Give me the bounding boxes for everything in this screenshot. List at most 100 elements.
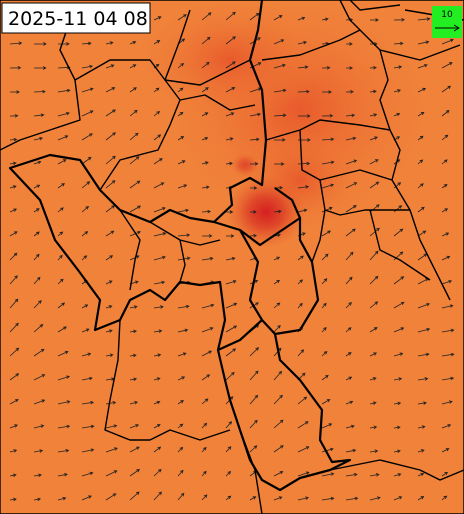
wind-arrow [249, 445, 258, 453]
wind-arrow [297, 302, 303, 309]
wind-arrow [417, 111, 425, 117]
wind-arrow [441, 134, 449, 141]
wind-arrow [81, 304, 89, 309]
wind-arrow [57, 473, 68, 477]
wind-arrow [345, 228, 356, 237]
wind-arrow [105, 64, 115, 69]
wind-arrow [153, 424, 161, 429]
wind-arrow [417, 135, 424, 141]
wind-arrow [81, 376, 93, 381]
wind-arrow [369, 473, 380, 477]
wind-arrow [153, 491, 162, 501]
wind-arrow [57, 326, 67, 333]
wind-arrow [250, 186, 258, 190]
wind-arrow [273, 471, 284, 477]
wind-arrow [297, 279, 303, 285]
wind-arrow [417, 230, 427, 237]
wind-arrow [129, 377, 138, 382]
wind-arrow [129, 41, 137, 45]
wind-arrow [417, 87, 427, 93]
wind-arrow [249, 419, 258, 429]
wind-arrow [249, 233, 258, 238]
wind-arrow [345, 327, 352, 333]
wind-arrow [81, 110, 94, 117]
wind-arrow [33, 184, 41, 189]
wind-arrow [393, 473, 402, 477]
wind-arrow [81, 206, 90, 213]
wind-arrow [57, 278, 64, 285]
wind-arrow [9, 347, 20, 357]
wind-arrow [441, 448, 450, 453]
wind-arrow [9, 66, 22, 70]
wind-arrow [441, 184, 448, 189]
boundary [164, 9, 451, 301]
wind-arrow [225, 112, 235, 117]
wind-arrow [201, 374, 211, 381]
wind-arrow [225, 137, 234, 141]
wind-arrow [369, 89, 377, 94]
wind-arrow [225, 446, 232, 453]
wind-arrow [153, 353, 162, 357]
wind-arrow [297, 16, 306, 21]
wind-arrow [249, 496, 257, 501]
wind-arrow [33, 300, 42, 309]
wind-arrow [129, 469, 140, 477]
wind-arrow [57, 424, 71, 429]
wind-arrow [417, 401, 427, 405]
wind-arrow [393, 401, 402, 406]
wind-arrow [369, 425, 378, 430]
wind-arrow [105, 305, 113, 309]
wind-arrow [153, 182, 165, 189]
wind-arrow [441, 255, 451, 261]
wind-arrow [345, 205, 357, 213]
wind-arrow [393, 205, 403, 213]
wind-arrow [225, 495, 232, 501]
wind-arrow [441, 62, 453, 69]
wind-arrow [153, 207, 166, 213]
wind-arrow [321, 447, 334, 453]
wind-arrow [153, 16, 162, 21]
wind-arrow [177, 492, 185, 501]
wind-arrow [345, 496, 359, 501]
wind-arrow [417, 449, 425, 453]
wind-arrow [225, 371, 235, 381]
wind-arrow [369, 181, 380, 189]
wind-arrow [81, 64, 94, 69]
wind-arrow [81, 181, 91, 189]
wind-arrow [274, 162, 285, 166]
wind-arrow [201, 87, 209, 93]
wind-arrow [81, 255, 88, 261]
wind-arrow [297, 349, 305, 357]
wind-arrow [33, 136, 44, 141]
wind-arrow [81, 231, 89, 237]
wind-arrow [441, 38, 454, 45]
wind-arrow [393, 327, 405, 333]
boundary [99, 79, 256, 191]
wind-arrow [33, 231, 40, 237]
wind-arrow [297, 421, 309, 429]
wind-arrow [153, 305, 164, 309]
wind-arrow [81, 41, 92, 46]
wind-arrow [57, 231, 64, 237]
wind-arrow [105, 41, 114, 45]
wind-arrow [321, 114, 334, 118]
wind-arrow [225, 161, 233, 166]
wind-arrow [321, 302, 327, 309]
wind-arrow [201, 327, 214, 333]
wind-arrow [297, 255, 304, 261]
wind-arrow [81, 495, 92, 501]
wind-arrow [177, 184, 188, 189]
wind-arrow [393, 18, 406, 22]
wind-arrow [393, 449, 401, 454]
wind-arrow [105, 353, 114, 358]
wind-arrow [370, 18, 379, 22]
wind-arrow [249, 137, 260, 142]
wind-arrow [298, 114, 311, 118]
wind-arrow [297, 161, 311, 166]
legend-box [432, 6, 462, 38]
wind-arrow [33, 113, 45, 117]
wind-arrow [393, 89, 401, 93]
wind-arrow [129, 255, 140, 261]
wind-arrow [297, 89, 310, 94]
wind-arrow [33, 424, 45, 429]
